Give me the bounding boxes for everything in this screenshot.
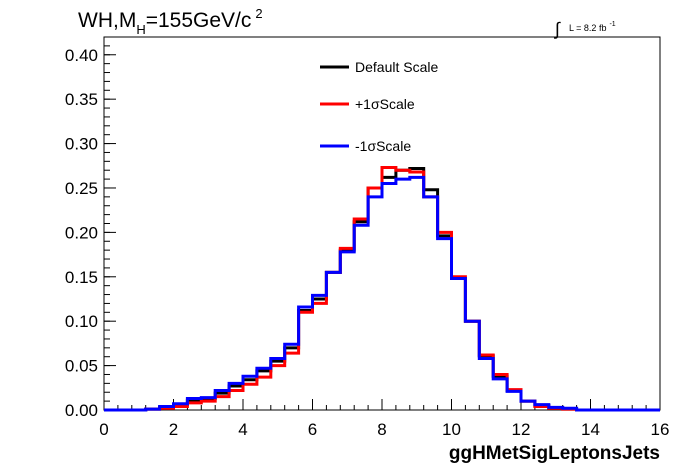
- y-tick-label: 0.10: [65, 312, 98, 331]
- title-superscript: 2: [255, 6, 262, 21]
- legend-label-2: -1σScale: [355, 138, 411, 154]
- series-line-0: [104, 166, 660, 412]
- y-tick-label: 0.30: [65, 135, 98, 154]
- y-tick-label: 0.35: [65, 90, 98, 109]
- luminosity-integral: ∫: [553, 19, 561, 39]
- series-line-2: [104, 175, 660, 412]
- luminosity-superscript: -1: [609, 21, 615, 28]
- x-tick-label: 12: [512, 420, 531, 439]
- x-tick-label: 6: [308, 420, 317, 439]
- y-tick-label: 0.20: [65, 223, 98, 242]
- y-tick-label: 0.40: [65, 46, 98, 65]
- plot-frame: [103, 36, 661, 411]
- x-tick-label: 16: [651, 420, 670, 439]
- y-tick-label: 0.15: [65, 268, 98, 287]
- series-group: [104, 166, 660, 412]
- x-tick-label: 10: [442, 420, 461, 439]
- series-line-1: [104, 166, 660, 412]
- x-tick-label: 14: [581, 420, 600, 439]
- x-axis-label: ggHMetSigLeptonsJets: [449, 443, 660, 464]
- luminosity-text: L = 8.2 fb: [569, 23, 606, 33]
- luminosity-label: L = 8.2 fb -1: [569, 21, 616, 33]
- legend-label-1: +1σScale: [355, 96, 415, 112]
- y-tick-label: 0.05: [65, 357, 98, 376]
- x-tick-label: 4: [238, 420, 247, 439]
- chart-title: WH,MH=155GeV/c 2: [78, 6, 263, 37]
- title-subscript: H: [136, 22, 145, 37]
- legend-label-0: Default Scale: [355, 59, 438, 75]
- x-tick-label: 0: [99, 420, 108, 439]
- title-middle: =155GeV/c: [146, 9, 252, 32]
- y-tick-label: 0.25: [65, 179, 98, 198]
- legend: Default Scale +1σScale -1σScale: [320, 59, 438, 154]
- x-tick-label: 2: [169, 420, 178, 439]
- y-tick-label: 0.00: [65, 401, 98, 420]
- x-tick-label: 8: [377, 420, 386, 439]
- title-base: WH,M: [78, 9, 136, 32]
